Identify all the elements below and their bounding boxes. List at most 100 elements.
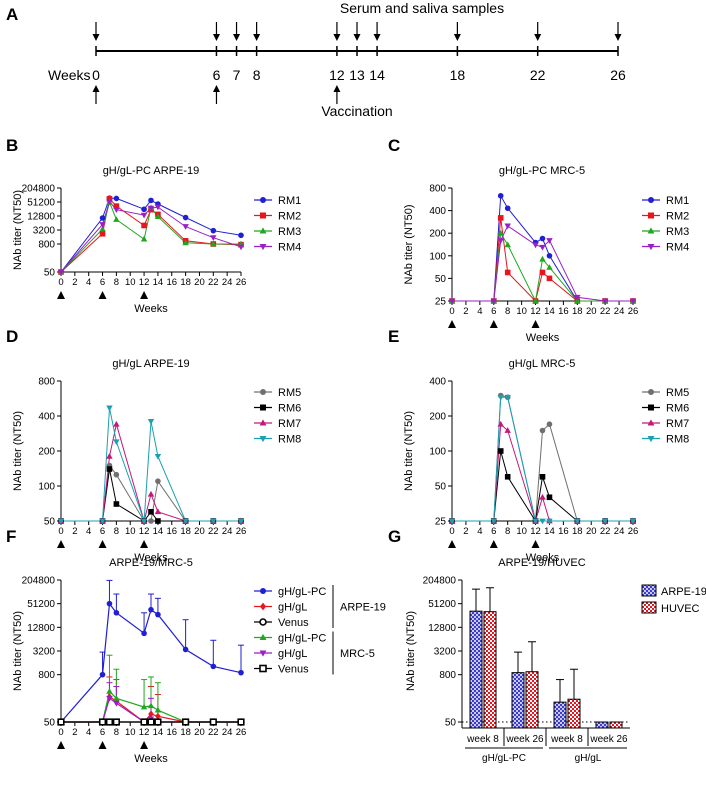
x-tick-label: 2 [72,277,77,288]
timeline-week-label: 7 [233,67,241,83]
y-tick-label: 3200 [33,647,56,658]
data-point [647,243,655,251]
data-point [140,212,148,219]
data-point [601,298,609,305]
vaccination-arrow-head [212,85,220,92]
x-tick-label: 0 [449,306,454,317]
data-point [182,518,189,525]
x-tick-label: 26 [628,526,639,537]
data-point [106,452,113,459]
series-line-rm1 [60,197,242,273]
y-tick-label: 50 [445,718,457,729]
sample-arrow-head [453,34,461,41]
legend-label: Venus [278,617,309,629]
legend-label: ARPE-19 [661,586,706,598]
panel-letter-a: A [6,5,18,24]
data-point [106,196,113,202]
category-label: week 26 [505,734,544,745]
legend-label: RM2 [666,211,689,223]
vaccination-marker [140,291,149,299]
vaccination-marker [140,741,149,749]
legend-label: gH/gL-PC [278,633,326,645]
y-tick-label: 12800 [428,623,456,634]
sample-arrow-head [253,34,261,41]
category-label: week 8 [550,734,583,745]
data-point [154,453,162,460]
data-point [113,501,120,507]
bar-arpe-19 [595,721,609,729]
x-tick-label: 18 [180,526,191,537]
series-line-rm8 [61,407,241,522]
legend-label: HUVEC [661,603,700,615]
data-point [237,244,245,251]
sample-arrow-head [333,34,341,41]
y-tick-label: 200 [429,229,446,240]
data-point [99,225,106,232]
data-point [259,633,267,641]
category-label: week 8 [466,734,499,745]
vaccination-arrow-head [333,85,341,92]
series-line-rm6 [452,450,633,523]
vaccination-marker [57,291,65,299]
legend-label: RM2 [278,211,301,223]
data-point [210,240,217,247]
y-tick-label: 400 [429,206,446,217]
x-tick-label: 0 [58,277,63,288]
legend-label: RM7 [278,418,301,430]
x-tick-label: 4 [477,306,482,317]
x-tick-label: 16 [166,277,177,288]
x-tick-label: 14 [153,526,164,537]
data-point [210,235,217,242]
data-point [539,244,546,251]
x-tick-label: 24 [222,277,233,288]
legend-label: gH/gL [278,602,307,614]
x-tick-label: 12 [530,306,541,317]
x-tick-label: 6 [100,526,105,537]
x-tick-label: 10 [125,727,136,738]
x-tick-label: 0 [449,526,454,537]
data-point [112,718,120,726]
bar-huvec [483,611,497,729]
y-tick-label: 25 [435,297,447,308]
x-tick-label: 22 [208,727,219,738]
data-point [148,518,154,524]
data-point [113,471,120,478]
legend-label: RM1 [278,195,301,207]
data-point [497,229,504,236]
data-point [210,518,217,525]
x-tick-label: 12 [139,727,150,738]
x-tick-label: 12 [530,526,541,537]
data-point [490,298,497,305]
data-point [260,389,266,395]
data-point [182,239,189,246]
series-line-rm4 [452,225,633,302]
x-tick-label: 22 [600,526,611,537]
x-tick-label: 26 [236,727,247,738]
data-point [539,493,546,500]
data-point [113,216,120,222]
timeline-weeks-label: Weeks [48,67,91,83]
data-point [154,204,162,211]
x-tick-label: 2 [72,727,77,738]
series-line-rm5 [452,394,633,522]
x-tick-label: 22 [208,526,219,537]
vaccination-marker [98,291,107,299]
x-tick-label: 4 [86,727,91,738]
legend-label: RM6 [666,403,689,415]
data-point [448,298,456,305]
sample-arrow-head [92,34,100,41]
y-tick-label: 800 [429,184,446,195]
vaccination-marker [98,540,107,548]
x-tick-label: 6 [100,727,105,738]
data-point [182,718,190,726]
x-tick-label: 4 [477,526,482,537]
data-point [497,192,504,199]
data-point [141,222,147,229]
y-tick-label: 12800 [27,623,55,634]
data-point [154,706,162,713]
data-point [504,427,511,433]
chart-title: gH/gL-PC ARPE-19 [103,165,200,177]
y-tick-label: 50 [44,268,56,279]
bar-huvec [525,671,539,729]
y-tick-label: 400 [429,377,446,388]
